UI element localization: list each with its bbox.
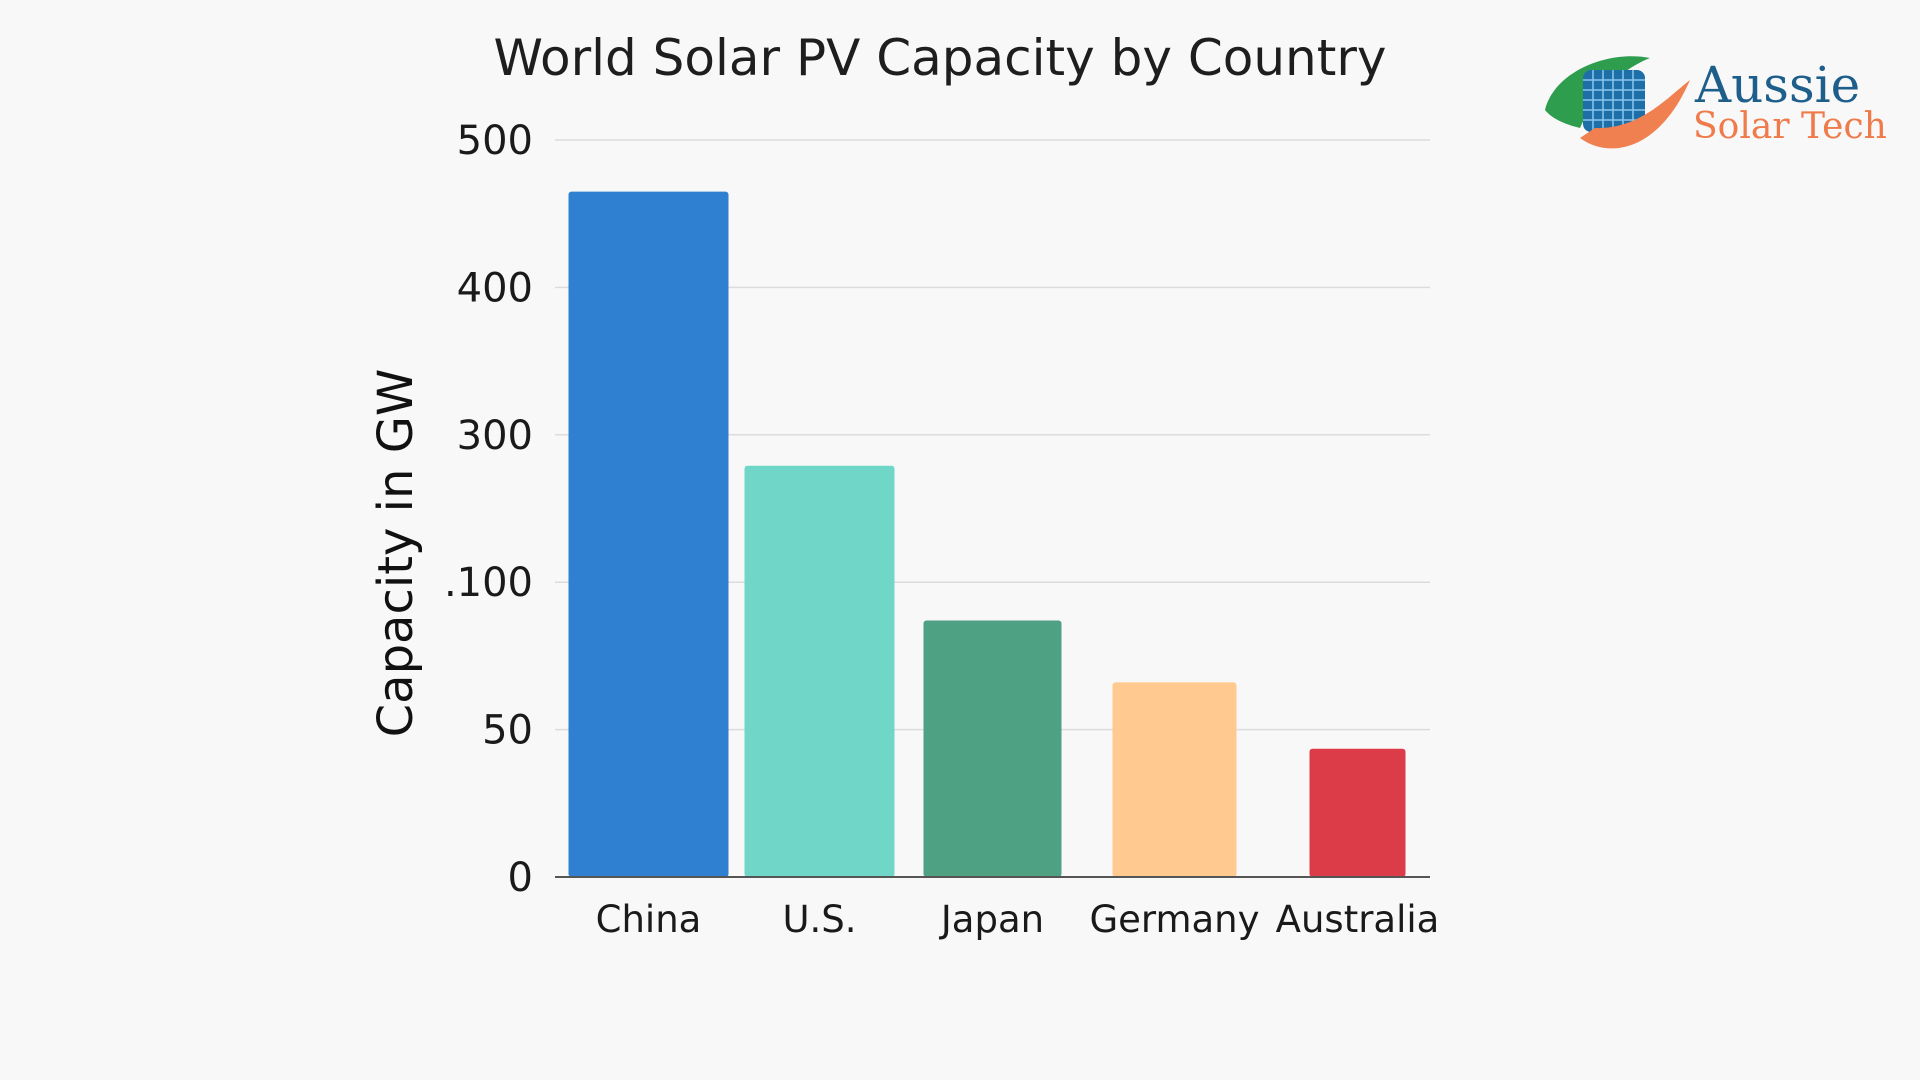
y-tick-label: 400 bbox=[457, 265, 533, 311]
y-tick-label: 300 bbox=[457, 413, 533, 459]
logo-text-aussie: Aussie bbox=[1694, 56, 1860, 114]
bar-japan bbox=[923, 620, 1062, 877]
y-tick-label: 500 bbox=[457, 118, 533, 164]
logo-solar-panel bbox=[1583, 70, 1645, 132]
bar-germany bbox=[1112, 682, 1237, 877]
bars bbox=[568, 191, 1406, 878]
y-tick-label: .100 bbox=[444, 560, 533, 606]
chart-title: World Solar PV Capacity by Country bbox=[494, 29, 1387, 87]
y-axis-label: Capacity in GW bbox=[368, 369, 424, 738]
x-category-label: Australia bbox=[1276, 898, 1440, 941]
bar-u-s bbox=[744, 465, 895, 877]
logo-emblem-icon bbox=[1545, 56, 1690, 149]
bar-australia bbox=[1309, 748, 1406, 877]
x-category-label: China bbox=[596, 898, 702, 941]
y-tick-labels: 0 50 .100 300 400 500 bbox=[444, 118, 533, 901]
y-tick-label: 50 bbox=[482, 708, 533, 754]
x-category-label: Germany bbox=[1089, 898, 1259, 941]
logo-orange-swoosh bbox=[1580, 80, 1690, 149]
logo-text-solar-tech: Solar Tech bbox=[1693, 106, 1887, 147]
company-logo: Aussie Solar Tech bbox=[1545, 56, 1887, 149]
x-category-label: Japan bbox=[939, 898, 1044, 941]
y-tick-label: 0 bbox=[508, 855, 533, 901]
x-category-label: U.S. bbox=[782, 898, 856, 941]
x-category-labels: China U.S. Japan Germany Australia bbox=[596, 898, 1440, 941]
logo-panel-grid bbox=[1583, 70, 1645, 132]
bar-china bbox=[568, 191, 729, 878]
